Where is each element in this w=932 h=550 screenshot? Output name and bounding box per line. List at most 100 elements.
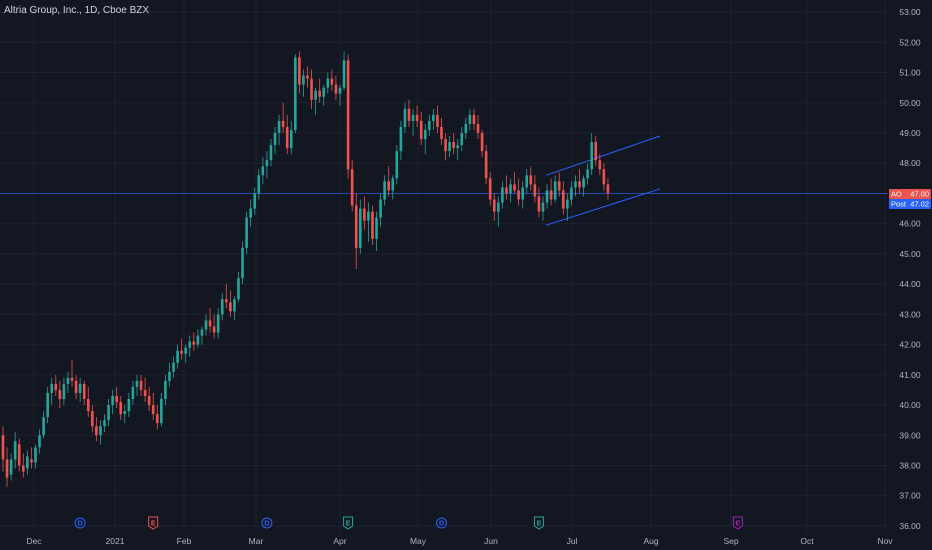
candle[interactable] (606, 178, 610, 200)
candle[interactable] (383, 175, 386, 206)
candle[interactable] (289, 120, 293, 155)
candle[interactable] (602, 163, 606, 191)
candle[interactable] (78, 377, 82, 403)
candle[interactable] (456, 139, 460, 161)
candle[interactable] (143, 377, 147, 403)
candle[interactable] (160, 392, 163, 427)
candle[interactable] (164, 374, 167, 406)
candle[interactable] (358, 199, 362, 254)
candle[interactable] (338, 84, 342, 106)
candle[interactable] (371, 205, 374, 245)
candle[interactable] (533, 175, 537, 203)
price-axis[interactable]: 36.00 37.00 38.00 39.00 40.00 41.00 42.00 43.00… (888, 0, 932, 550)
candle[interactable] (517, 178, 520, 206)
candle[interactable] (9, 453, 13, 481)
candle[interactable] (310, 69, 313, 109)
candle[interactable] (95, 417, 98, 442)
candle[interactable] (269, 139, 273, 167)
candle[interactable] (440, 117, 443, 146)
dividend-badge[interactable]: D (435, 517, 447, 529)
candle[interactable] (529, 166, 533, 191)
candle[interactable] (346, 54, 350, 179)
candle[interactable] (395, 145, 399, 185)
candle[interactable] (314, 87, 317, 115)
earnings-badge[interactable]: E (732, 516, 743, 530)
candle[interactable] (30, 447, 33, 469)
candle[interactable] (375, 211, 378, 251)
candle[interactable] (180, 338, 183, 360)
candle[interactable] (387, 166, 390, 197)
candle[interactable] (192, 332, 196, 351)
candle[interactable] (200, 326, 204, 345)
candle[interactable] (298, 51, 301, 94)
candle[interactable] (62, 377, 66, 406)
candle[interactable] (261, 157, 265, 185)
candle[interactable] (484, 145, 488, 185)
candle[interactable] (488, 172, 492, 206)
candle[interactable] (220, 293, 224, 321)
candle[interactable] (91, 405, 94, 433)
channel-lower-line[interactable] (545, 188, 661, 226)
candle[interactable] (367, 202, 370, 242)
candle[interactable] (245, 211, 248, 254)
candle[interactable] (155, 405, 159, 430)
earnings-badge[interactable]: E (148, 516, 159, 530)
candle[interactable] (513, 172, 516, 194)
candle[interactable] (322, 84, 326, 106)
candle[interactable] (285, 114, 289, 155)
candle[interactable] (501, 181, 504, 209)
candle[interactable] (594, 136, 598, 167)
candle[interactable] (476, 114, 480, 140)
candle[interactable] (497, 196, 500, 227)
candle[interactable] (151, 392, 155, 421)
dividend-badge[interactable]: D (261, 517, 273, 529)
candle[interactable] (225, 284, 228, 309)
candle[interactable] (26, 450, 29, 475)
candle[interactable] (265, 151, 269, 179)
candle[interactable] (525, 169, 529, 194)
candle[interactable] (306, 66, 309, 88)
candle[interactable] (58, 380, 62, 409)
candle[interactable] (294, 54, 297, 133)
candle[interactable] (172, 356, 175, 378)
candle[interactable] (22, 453, 25, 478)
dividend-badge[interactable]: D (74, 517, 86, 529)
candle[interactable] (521, 181, 524, 209)
candle[interactable] (598, 154, 602, 176)
candle[interactable] (509, 178, 512, 203)
candle[interactable] (379, 193, 382, 227)
candle[interactable] (208, 308, 212, 333)
candle[interactable] (570, 181, 573, 206)
candle[interactable] (38, 429, 41, 454)
candle[interactable] (135, 374, 139, 396)
candle[interactable] (452, 133, 455, 155)
candle[interactable] (561, 181, 565, 215)
candle[interactable] (131, 380, 135, 406)
candle[interactable] (176, 344, 179, 369)
candle[interactable] (403, 102, 407, 133)
candle[interactable] (74, 374, 78, 399)
candle[interactable] (545, 184, 549, 209)
candle[interactable] (505, 175, 508, 200)
candle[interactable] (233, 296, 236, 321)
candle[interactable] (423, 123, 427, 155)
candle[interactable] (415, 105, 419, 127)
candle[interactable] (407, 99, 411, 127)
candle[interactable] (574, 175, 577, 197)
candle[interactable] (582, 175, 585, 197)
candle[interactable] (139, 374, 143, 396)
channel-upper-line[interactable] (545, 135, 661, 176)
candle[interactable] (472, 108, 476, 130)
candle[interactable] (241, 241, 244, 285)
candle[interactable] (107, 399, 110, 427)
candle[interactable] (119, 395, 123, 421)
candle[interactable] (363, 196, 366, 230)
candle[interactable] (354, 193, 358, 270)
candle[interactable] (212, 314, 216, 339)
candle[interactable] (82, 380, 86, 406)
candle[interactable] (557, 172, 561, 197)
candle[interactable] (127, 392, 131, 418)
candle[interactable] (326, 72, 330, 94)
candle[interactable] (411, 108, 415, 137)
candle[interactable] (13, 432, 17, 469)
